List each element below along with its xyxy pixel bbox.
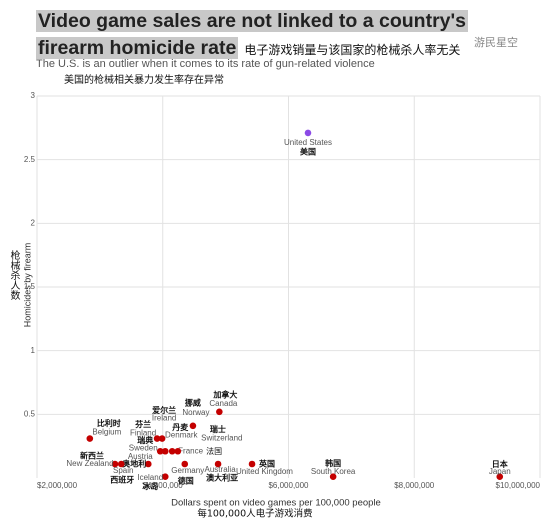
y-tick-label: 1.5 — [24, 282, 36, 291]
point-label-cn: 挪威 — [185, 397, 201, 407]
point-label: South Korea — [311, 467, 356, 476]
watermark: 游民星空 — [474, 36, 518, 49]
point-label-cn: 新西兰 — [80, 450, 104, 460]
point — [329, 473, 337, 481]
x-tick-label: $8,000,000 — [394, 481, 435, 490]
x-tick-label: $10,000,000 — [496, 481, 541, 490]
point-label-cn: 美国 — [300, 146, 316, 156]
point — [216, 408, 223, 416]
point-label-cn: 加拿大 — [212, 389, 237, 399]
point-label-cn: 韩国 — [325, 458, 341, 468]
subtitle-cn: 美国的枪械相关暴力发生率存在异常 — [64, 75, 224, 86]
point-label: Finland — [130, 429, 156, 438]
point-label: Iceland — [137, 473, 163, 482]
point — [181, 460, 189, 468]
point — [156, 447, 164, 455]
point-label: United States — [284, 138, 332, 147]
point-label: Japan — [489, 467, 511, 476]
point — [496, 473, 504, 481]
point — [153, 435, 161, 442]
y-tick-label: 0.5 — [24, 409, 36, 418]
point-label-cn: 爱尔兰 — [152, 405, 176, 415]
point-label-cn: 瑞士 — [210, 424, 226, 434]
title-block: Video game sales are not linked to a cou… — [36, 8, 486, 64]
subtitle: The U.S. is an outlier when it comes to … — [36, 58, 375, 70]
point-label-cn: 奥地利 — [121, 458, 146, 468]
point — [161, 473, 169, 481]
point-label-cn: 澳大利亚 — [206, 472, 238, 482]
chart-title-cn: 电子游戏销量与该国家的枪械杀人率无关 — [244, 43, 461, 57]
point — [168, 447, 176, 455]
x-axis-label: Dollars spent on video games per 100,000… — [171, 498, 381, 509]
point — [144, 460, 152, 468]
point-label-cn: 法国 — [206, 446, 222, 456]
point — [174, 447, 182, 455]
x-tick-label: $4,000,000 — [143, 481, 184, 490]
point-label: Belgium — [92, 428, 121, 437]
y-tick-label: 2 — [31, 218, 36, 227]
x-tick-label: $6,000,000 — [268, 481, 309, 490]
y-axis-label: Homicides by firearm — [22, 243, 32, 328]
point — [304, 129, 312, 137]
point-label: Norway — [182, 408, 209, 417]
point-label-cn: 瑞典 — [137, 435, 153, 445]
point-label-cn: 德国 — [178, 475, 194, 485]
point-label-cn: 丹麦 — [171, 422, 189, 432]
point — [158, 435, 166, 442]
point-label: Switzerland — [201, 433, 242, 442]
point-label: Austria — [128, 452, 153, 461]
point-label: Australia — [205, 465, 237, 474]
point — [117, 460, 125, 468]
point-label: Denmark — [165, 430, 198, 439]
point — [214, 460, 222, 468]
point-label-cn: 比利时 — [97, 418, 121, 428]
point — [161, 447, 169, 455]
point-label: New Zealand — [66, 459, 113, 468]
y-tick-label: 2.5 — [24, 155, 36, 164]
point — [189, 422, 197, 430]
x-tick-label: $2,000,000 — [37, 481, 78, 490]
point-label: Germany — [171, 466, 204, 475]
point-label: Canada — [209, 399, 238, 408]
point-label-cn: 西班牙 — [110, 474, 134, 484]
y-tick-label: 1 — [31, 346, 36, 355]
y-axis-label-cn: 枪械杀人数 — [8, 249, 20, 301]
point — [111, 460, 119, 468]
point-label: France — [178, 446, 203, 455]
point-label-cn: 日本 — [492, 459, 508, 469]
point-label: Ireland — [152, 414, 176, 423]
point-label-cn: 芬兰 — [134, 419, 151, 429]
point-label: Sweden — [129, 443, 158, 452]
y-tick-label: 3 — [31, 91, 36, 100]
point-label-cn: 冰岛 — [142, 481, 158, 491]
x-axis-label-cn: 每100,000人电子游戏消费 — [197, 508, 312, 519]
point — [248, 460, 256, 468]
point-label-cn: 英国 — [258, 458, 275, 468]
point — [86, 435, 94, 442]
point-label: Spain — [113, 466, 133, 475]
point-label: United Kingdom — [236, 467, 293, 476]
